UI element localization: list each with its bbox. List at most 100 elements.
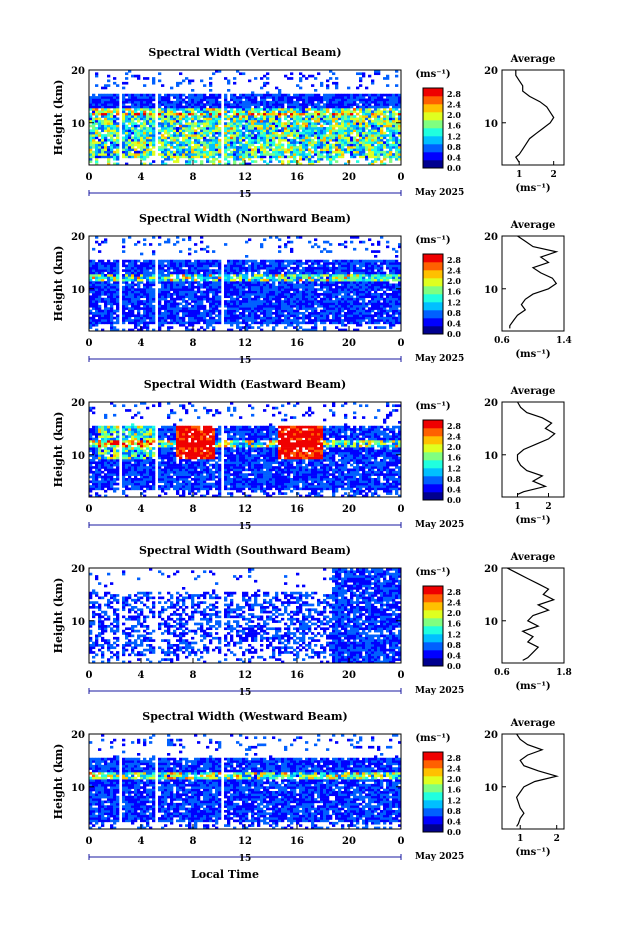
heatmap-cell — [203, 129, 207, 133]
heatmap-cell — [143, 323, 147, 327]
heatmap-cell — [197, 259, 201, 263]
heatmap-cell — [203, 278, 207, 282]
heatmap-cell — [89, 274, 93, 277]
heatmap-cell — [332, 100, 336, 104]
heatmap-cell — [191, 274, 195, 277]
heatmap-cell — [203, 295, 207, 299]
heatmap-cell — [197, 117, 201, 121]
heatmap-cell — [173, 141, 177, 144]
heatmap-cell — [230, 96, 234, 99]
heatmap-cell — [122, 300, 126, 303]
heatmap-cell — [89, 148, 93, 152]
heatmap-cell — [167, 278, 171, 282]
heatmap-cell — [290, 129, 294, 133]
heatmap-cell — [131, 290, 135, 294]
heatmap-cell — [332, 266, 336, 270]
heatmap-cell — [311, 274, 315, 277]
heatmap-cell — [110, 312, 114, 315]
heatmap-cell — [263, 288, 267, 291]
heatmap-cell — [275, 316, 279, 320]
heatmap-cell — [314, 309, 318, 313]
heatmap-cell — [359, 146, 363, 149]
heatmap-cell — [239, 262, 243, 265]
heatmap-cell — [305, 281, 309, 284]
heatmap-cell — [242, 278, 246, 282]
heatmap-cell — [251, 136, 255, 140]
heatmap-cell — [182, 105, 186, 109]
heatmap-cell — [95, 293, 99, 296]
heatmap-cell — [263, 283, 267, 287]
heatmap-cell — [200, 127, 204, 130]
heatmap-cell — [179, 98, 183, 102]
heatmap-cell — [239, 300, 243, 303]
heatmap-cell — [188, 122, 192, 125]
heatmap-cell — [161, 148, 165, 152]
heatmap-cell — [275, 105, 279, 109]
heatmap-cell — [308, 148, 312, 152]
heatmap-cell — [233, 81, 237, 85]
heatmap-cell — [311, 271, 315, 275]
heatmap-cell — [248, 136, 252, 140]
heatmap-cell — [113, 81, 117, 85]
heatmap-cell — [140, 302, 144, 306]
heatmap-cell — [104, 312, 108, 315]
heatmap-cell — [263, 103, 267, 106]
heatmap-cell — [146, 302, 150, 306]
heatmap-cell — [125, 297, 129, 301]
heatmap-cell — [173, 134, 177, 137]
heatmap-cell — [194, 150, 198, 154]
heatmap-cell — [179, 271, 183, 275]
heatmap-cell — [131, 98, 135, 102]
heatmap-cell — [209, 309, 213, 313]
heatmap-cell — [284, 297, 288, 301]
heatmap-cell — [332, 105, 336, 109]
heatmap-cell — [125, 108, 129, 111]
heatmap-cell — [281, 266, 285, 270]
heatmap-cell — [170, 117, 174, 121]
heatmap-cell — [320, 146, 324, 149]
heatmap-cell — [257, 274, 261, 277]
heatmap-cell — [140, 117, 144, 121]
heatmap-cell — [134, 323, 138, 327]
heatmap-cell — [281, 124, 285, 128]
heatmap-cell — [173, 119, 177, 123]
heatmap-cell — [179, 117, 183, 121]
heatmap-cell — [140, 129, 144, 133]
heatmap-cell — [98, 312, 102, 315]
heatmap-cell — [236, 141, 240, 144]
heatmap-cell — [194, 105, 198, 109]
heatmap-cell — [182, 127, 186, 130]
heatmap-cell — [308, 283, 312, 287]
heatmap-cell — [236, 307, 240, 310]
heatmap-cell — [281, 274, 285, 277]
heatmap-cell — [104, 269, 108, 272]
heatmap-cell — [284, 319, 288, 322]
heatmap-cell — [143, 269, 147, 272]
heatmap-cell — [116, 300, 120, 303]
heatmap-cell — [248, 131, 252, 135]
heatmap-cell — [260, 316, 264, 320]
heatmap-cell — [290, 304, 294, 308]
heatmap-cell — [377, 134, 381, 137]
heatmap-cell — [353, 110, 357, 114]
heatmap-cell — [263, 302, 267, 306]
heatmap-cell — [356, 146, 360, 149]
heatmap-cell — [362, 131, 366, 135]
heatmap-cell — [128, 155, 132, 159]
heatmap-cell — [113, 129, 117, 133]
heatmap-cell — [296, 309, 300, 313]
heatmap-cell — [209, 100, 213, 104]
heatmap-cell — [371, 105, 375, 109]
heatmap-cell — [146, 112, 150, 116]
heatmap-cell — [152, 79, 156, 83]
heatmap-cell — [239, 122, 243, 125]
heatmap-cell — [131, 155, 135, 159]
heatmap-cell — [188, 141, 192, 144]
heatmap-cell — [218, 148, 222, 152]
heatmap-cell — [341, 131, 345, 135]
heatmap-cell — [173, 124, 177, 128]
heatmap-cell — [161, 98, 165, 102]
heatmap-cell — [179, 81, 183, 85]
heatmap-cell — [248, 141, 252, 144]
heatmap-cell — [194, 312, 198, 315]
